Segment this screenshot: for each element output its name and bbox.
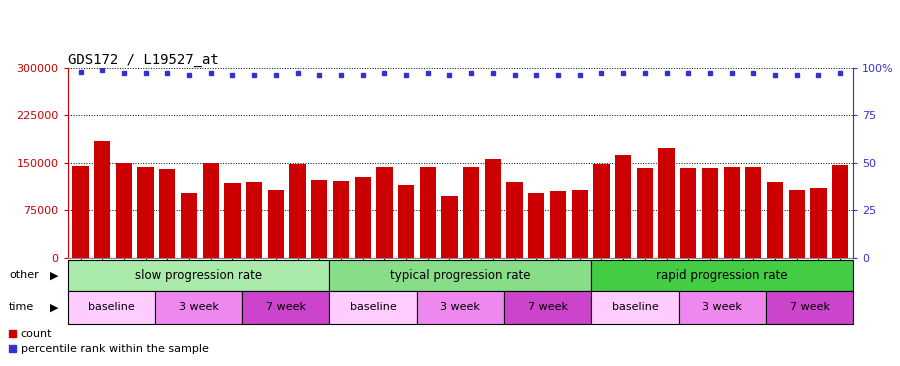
Bar xyxy=(745,167,761,258)
Text: other: other xyxy=(9,270,39,280)
Bar xyxy=(788,190,805,258)
Bar xyxy=(290,164,306,258)
Text: ▶: ▶ xyxy=(50,302,58,313)
Text: 7 week: 7 week xyxy=(527,302,568,313)
Bar xyxy=(398,185,414,258)
Text: baseline: baseline xyxy=(612,302,658,313)
Bar xyxy=(417,291,504,324)
Text: 7 week: 7 week xyxy=(789,302,830,313)
Bar xyxy=(202,163,219,258)
Text: ▶: ▶ xyxy=(50,270,58,280)
Bar xyxy=(329,291,417,324)
Bar xyxy=(528,193,544,258)
Bar xyxy=(246,182,262,258)
Bar xyxy=(329,260,591,291)
Bar xyxy=(724,167,740,258)
Bar xyxy=(311,180,328,258)
Text: percentile rank within the sample: percentile rank within the sample xyxy=(21,344,209,354)
Bar xyxy=(679,291,766,324)
Bar xyxy=(680,168,697,258)
Bar xyxy=(766,291,853,324)
Text: 3 week: 3 week xyxy=(440,302,481,313)
Bar xyxy=(159,169,176,258)
Text: baseline: baseline xyxy=(350,302,396,313)
Bar xyxy=(591,260,853,291)
Bar xyxy=(419,167,436,258)
Bar xyxy=(636,168,653,258)
Bar xyxy=(572,190,588,258)
Bar xyxy=(155,291,242,324)
Bar xyxy=(550,191,566,258)
Bar xyxy=(591,291,679,324)
Text: time: time xyxy=(9,302,34,313)
Bar xyxy=(767,182,783,258)
Text: count: count xyxy=(21,329,52,339)
Bar xyxy=(68,291,155,324)
Bar xyxy=(267,190,284,258)
Bar xyxy=(464,167,480,258)
Bar xyxy=(659,148,675,258)
Text: 3 week: 3 week xyxy=(178,302,219,313)
Text: GDS172 / L19527_at: GDS172 / L19527_at xyxy=(68,53,218,67)
Bar xyxy=(507,182,523,258)
Bar xyxy=(181,193,197,258)
Bar xyxy=(504,291,591,324)
Bar xyxy=(72,166,89,258)
Text: 7 week: 7 week xyxy=(266,302,306,313)
Bar xyxy=(832,165,849,258)
Bar xyxy=(593,164,609,258)
Bar xyxy=(138,167,154,258)
Bar xyxy=(94,141,111,258)
Text: rapid progression rate: rapid progression rate xyxy=(656,269,788,282)
Text: slow progression rate: slow progression rate xyxy=(135,269,262,282)
Bar xyxy=(702,168,718,258)
Bar xyxy=(441,197,457,258)
Text: baseline: baseline xyxy=(88,302,134,313)
Bar xyxy=(333,181,349,258)
Bar xyxy=(615,154,631,258)
Bar xyxy=(376,167,392,258)
Text: 3 week: 3 week xyxy=(702,302,742,313)
Bar xyxy=(224,183,240,258)
Bar xyxy=(242,291,329,324)
Text: typical progression rate: typical progression rate xyxy=(390,269,531,282)
Bar xyxy=(116,163,132,258)
Bar xyxy=(810,188,826,258)
Bar xyxy=(485,159,501,258)
Bar xyxy=(68,260,329,291)
Bar xyxy=(355,178,371,258)
